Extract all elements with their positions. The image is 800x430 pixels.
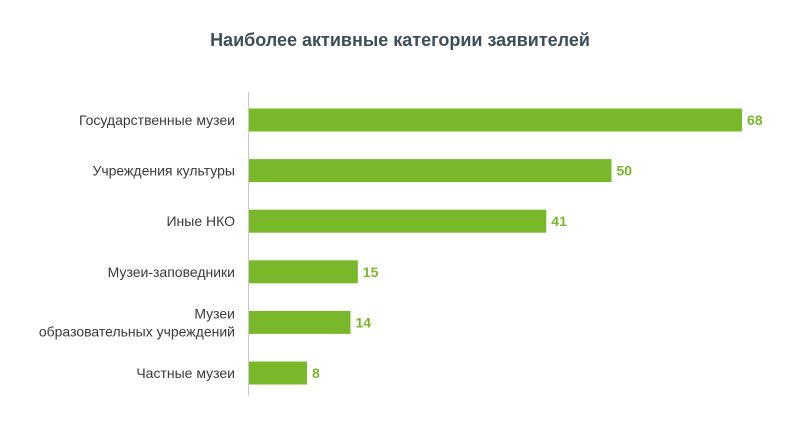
category-label-3: Музеи-заповедники bbox=[108, 264, 235, 280]
category-label-line: образовательных учреждений bbox=[39, 323, 235, 339]
category-label-line: Музеи bbox=[194, 305, 235, 321]
bar-2 bbox=[249, 209, 547, 233]
bar-1 bbox=[249, 159, 612, 183]
category-label-line: Музеи-заповедники bbox=[108, 264, 235, 280]
category-label-5: Частные музеи bbox=[136, 365, 235, 381]
category-label-1: Учреждения культуры bbox=[92, 163, 235, 179]
value-label-4: 14 bbox=[356, 314, 372, 330]
value-label-3: 15 bbox=[363, 264, 379, 280]
category-label-line: Частные музеи bbox=[136, 365, 235, 381]
category-label-0: Государственные музеи bbox=[79, 112, 235, 128]
chart-title: Наиболее активные категории заявителей bbox=[210, 30, 590, 50]
bar-5 bbox=[249, 361, 307, 385]
category-label-4: Музеи образовательных учреждений bbox=[39, 305, 235, 339]
category-label-2: Иные НКО bbox=[166, 213, 235, 229]
category-label-line: Иные НКО bbox=[166, 213, 235, 229]
bars-group bbox=[249, 108, 742, 385]
category-label-line: Учреждения культуры bbox=[92, 163, 235, 179]
category-label-line: Государственные музеи bbox=[79, 112, 235, 128]
category-labels-group: Государственные музеи Учреждения культуры… bbox=[39, 112, 235, 381]
value-label-1: 50 bbox=[617, 163, 633, 179]
bar-3 bbox=[249, 260, 358, 284]
bar-0 bbox=[249, 108, 742, 132]
value-label-2: 41 bbox=[551, 213, 567, 229]
value-label-0: 68 bbox=[747, 112, 763, 128]
value-label-5: 8 bbox=[312, 365, 320, 381]
value-labels-group: 68 50 41 15 14 8 bbox=[312, 112, 763, 381]
bar-4 bbox=[249, 310, 351, 334]
